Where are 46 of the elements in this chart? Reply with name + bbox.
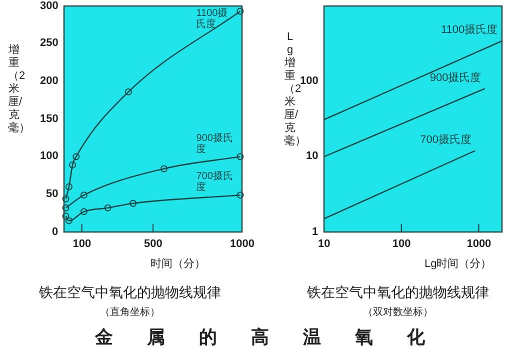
y-tick-label: 250	[40, 37, 58, 50]
y-tick-label: 0	[52, 226, 58, 238]
series-label: 1100摄氏度	[441, 24, 498, 37]
text: （直角坐标）	[100, 306, 160, 319]
series-label: 1100摄氏度	[196, 8, 229, 30]
x-tick-label: 500	[144, 238, 162, 251]
point	[236, 153, 244, 160]
point	[80, 208, 88, 216]
x-tick-label: 10	[318, 238, 330, 251]
y-tick-label: 50	[46, 188, 58, 201]
series-label: 700摄氏度	[196, 171, 234, 194]
y-tick-label: 300	[40, 0, 58, 12]
point	[65, 217, 72, 224]
series-label: 900摄氏度	[430, 72, 482, 85]
x-tick-label: 1000	[466, 238, 492, 251]
point	[104, 204, 112, 212]
y-tick-label: 200	[40, 74, 58, 88]
point	[236, 8, 244, 15]
x-tick-label: 100	[392, 238, 411, 251]
point	[160, 165, 168, 172]
point	[62, 212, 70, 220]
text: 铁在空气中氧化的抛物线规律	[307, 285, 489, 301]
y-tick-label: 100	[300, 74, 318, 87]
series-label: 900摄氏度	[196, 132, 234, 155]
point	[62, 195, 70, 202]
x-tick-label: 100	[72, 238, 92, 251]
text: （双对数坐标）	[363, 306, 433, 319]
y-tick-label: 100	[40, 150, 58, 164]
x-tick-label: 1000	[230, 238, 254, 251]
point	[80, 192, 88, 199]
y-axis-title: 增重（2米厘/克毫）	[8, 44, 30, 134]
point	[72, 153, 80, 160]
x-axis-title: Lg时间（分）	[424, 258, 492, 271]
y-tick-label: 1	[312, 226, 318, 238]
y-tick-label: 10	[306, 150, 318, 164]
point	[62, 204, 70, 212]
text: 金属的高温氧化	[95, 327, 459, 347]
point	[236, 192, 244, 199]
point	[65, 183, 72, 190]
y-tick-label: 150	[40, 112, 58, 126]
series-label: 700摄氏度	[420, 134, 472, 147]
text: 铁在空气中氧化的抛物线规律	[39, 285, 221, 301]
point	[69, 161, 76, 168]
point	[130, 200, 137, 207]
point	[124, 88, 132, 96]
x-axis-title: 时间（分）	[150, 258, 206, 271]
